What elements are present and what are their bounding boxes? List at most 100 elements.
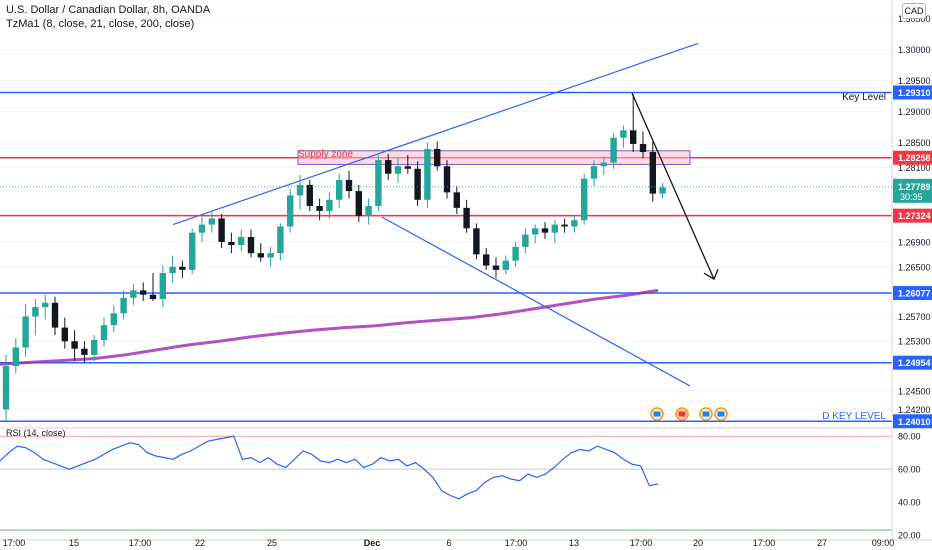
candle-body bbox=[296, 184, 304, 196]
time-tick-label: 17:00 bbox=[3, 538, 26, 548]
level-price-tag bbox=[893, 85, 932, 100]
price-tick-label: 1.30000 bbox=[898, 45, 931, 55]
horizontal-levels bbox=[0, 91, 892, 423]
time-tick-label: 20 bbox=[693, 538, 703, 548]
candle-body bbox=[336, 179, 343, 200]
projection-arrow bbox=[631, 92, 719, 281]
candle bbox=[32, 299, 39, 336]
price-tick-label: 1.25300 bbox=[898, 337, 931, 347]
candles bbox=[2, 94, 666, 422]
candle-body bbox=[551, 224, 558, 233]
candle bbox=[189, 228, 196, 275]
candle bbox=[81, 341, 88, 363]
candle-body bbox=[434, 148, 441, 167]
candle-body bbox=[443, 166, 451, 193]
candle bbox=[473, 223, 480, 260]
time-tick-label: Dec bbox=[364, 538, 381, 548]
candle-body bbox=[522, 234, 529, 247]
candle-body bbox=[345, 179, 353, 192]
event-flag-fill bbox=[653, 411, 661, 417]
level-price-label: 1.24954 bbox=[898, 358, 931, 368]
time-tick-label: 22 bbox=[195, 538, 205, 548]
candle-body bbox=[492, 265, 500, 270]
candle-body bbox=[277, 226, 284, 254]
price-tick-label: 1.25700 bbox=[898, 312, 931, 322]
candle-body bbox=[32, 307, 39, 317]
level-price-tag bbox=[893, 208, 932, 223]
candle bbox=[277, 223, 284, 261]
candle bbox=[208, 212, 215, 233]
time-tick-label: 17:00 bbox=[129, 538, 152, 548]
key-level-label: Key Level bbox=[842, 92, 886, 103]
candle bbox=[532, 224, 539, 244]
level-price-label: 1.27324 bbox=[898, 211, 931, 221]
candle bbox=[424, 142, 431, 208]
candle bbox=[639, 131, 647, 159]
candle-body bbox=[306, 184, 313, 206]
level-price-label: 1.29310 bbox=[898, 88, 931, 98]
candle bbox=[659, 183, 666, 199]
candle bbox=[306, 179, 313, 211]
candle-body bbox=[228, 241, 235, 246]
candle bbox=[434, 141, 441, 171]
candle bbox=[110, 305, 117, 332]
level-price-tag bbox=[893, 150, 932, 165]
price-tick-label: 1.24200 bbox=[898, 405, 931, 415]
price-tick-label: 1.26500 bbox=[898, 262, 931, 272]
candle bbox=[581, 173, 588, 225]
candle-body bbox=[51, 302, 59, 328]
rsi-tick-label: 80.00 bbox=[898, 432, 921, 442]
event-icons bbox=[650, 407, 728, 421]
candle-body bbox=[649, 152, 656, 194]
candle-body bbox=[257, 253, 264, 258]
trend-lines bbox=[172, 42, 699, 387]
candle bbox=[100, 317, 108, 347]
currency-badge[interactable]: CAD bbox=[902, 3, 926, 19]
candle-body bbox=[12, 347, 19, 367]
candle bbox=[12, 338, 19, 374]
candle-body bbox=[140, 290, 147, 295]
arrow-head bbox=[703, 268, 719, 281]
candle bbox=[228, 232, 235, 254]
candle-body bbox=[189, 232, 196, 270]
time-tick-label: 09:00 bbox=[872, 538, 895, 548]
candle-body bbox=[42, 302, 49, 308]
candle-body bbox=[2, 366, 10, 410]
candle bbox=[375, 155, 382, 211]
candle-body bbox=[81, 348, 88, 355]
candle-body bbox=[149, 294, 157, 300]
last-price-tag bbox=[893, 178, 932, 203]
candle-body bbox=[463, 207, 470, 229]
candle-body bbox=[91, 340, 98, 355]
indicator-label: TzMa1 (8, close, 21, close, 200, close) bbox=[6, 18, 195, 30]
candle bbox=[149, 272, 157, 301]
candle-body bbox=[238, 237, 245, 246]
rsi-line bbox=[0, 435, 659, 500]
candle bbox=[551, 220, 558, 244]
candle bbox=[620, 125, 627, 148]
candle bbox=[590, 160, 598, 187]
level-price-label: 1.26077 bbox=[898, 289, 931, 299]
time-tick-label: 13 bbox=[569, 538, 579, 548]
candle bbox=[42, 294, 49, 320]
candle bbox=[600, 156, 607, 175]
candle bbox=[159, 265, 166, 308]
candle bbox=[257, 243, 264, 262]
candle-body bbox=[169, 266, 176, 273]
candle bbox=[179, 260, 186, 278]
candle-body bbox=[394, 166, 402, 174]
candle-body bbox=[630, 130, 637, 144]
chart-title: U.S. Dollar / Canadian Dollar, 8h, OANDA bbox=[6, 4, 211, 16]
candle-body bbox=[571, 220, 578, 227]
level-price-label: 1.24010 bbox=[898, 417, 931, 427]
grid bbox=[0, 18, 892, 410]
candle-body bbox=[355, 191, 362, 216]
arrow-shaft bbox=[631, 92, 715, 280]
candle bbox=[630, 94, 637, 153]
rsi-panel bbox=[0, 427, 892, 531]
candle-body bbox=[620, 130, 627, 138]
countdown-label: 30:35 bbox=[900, 192, 923, 202]
candle-body bbox=[208, 218, 215, 225]
event-flag-fill bbox=[717, 411, 725, 417]
